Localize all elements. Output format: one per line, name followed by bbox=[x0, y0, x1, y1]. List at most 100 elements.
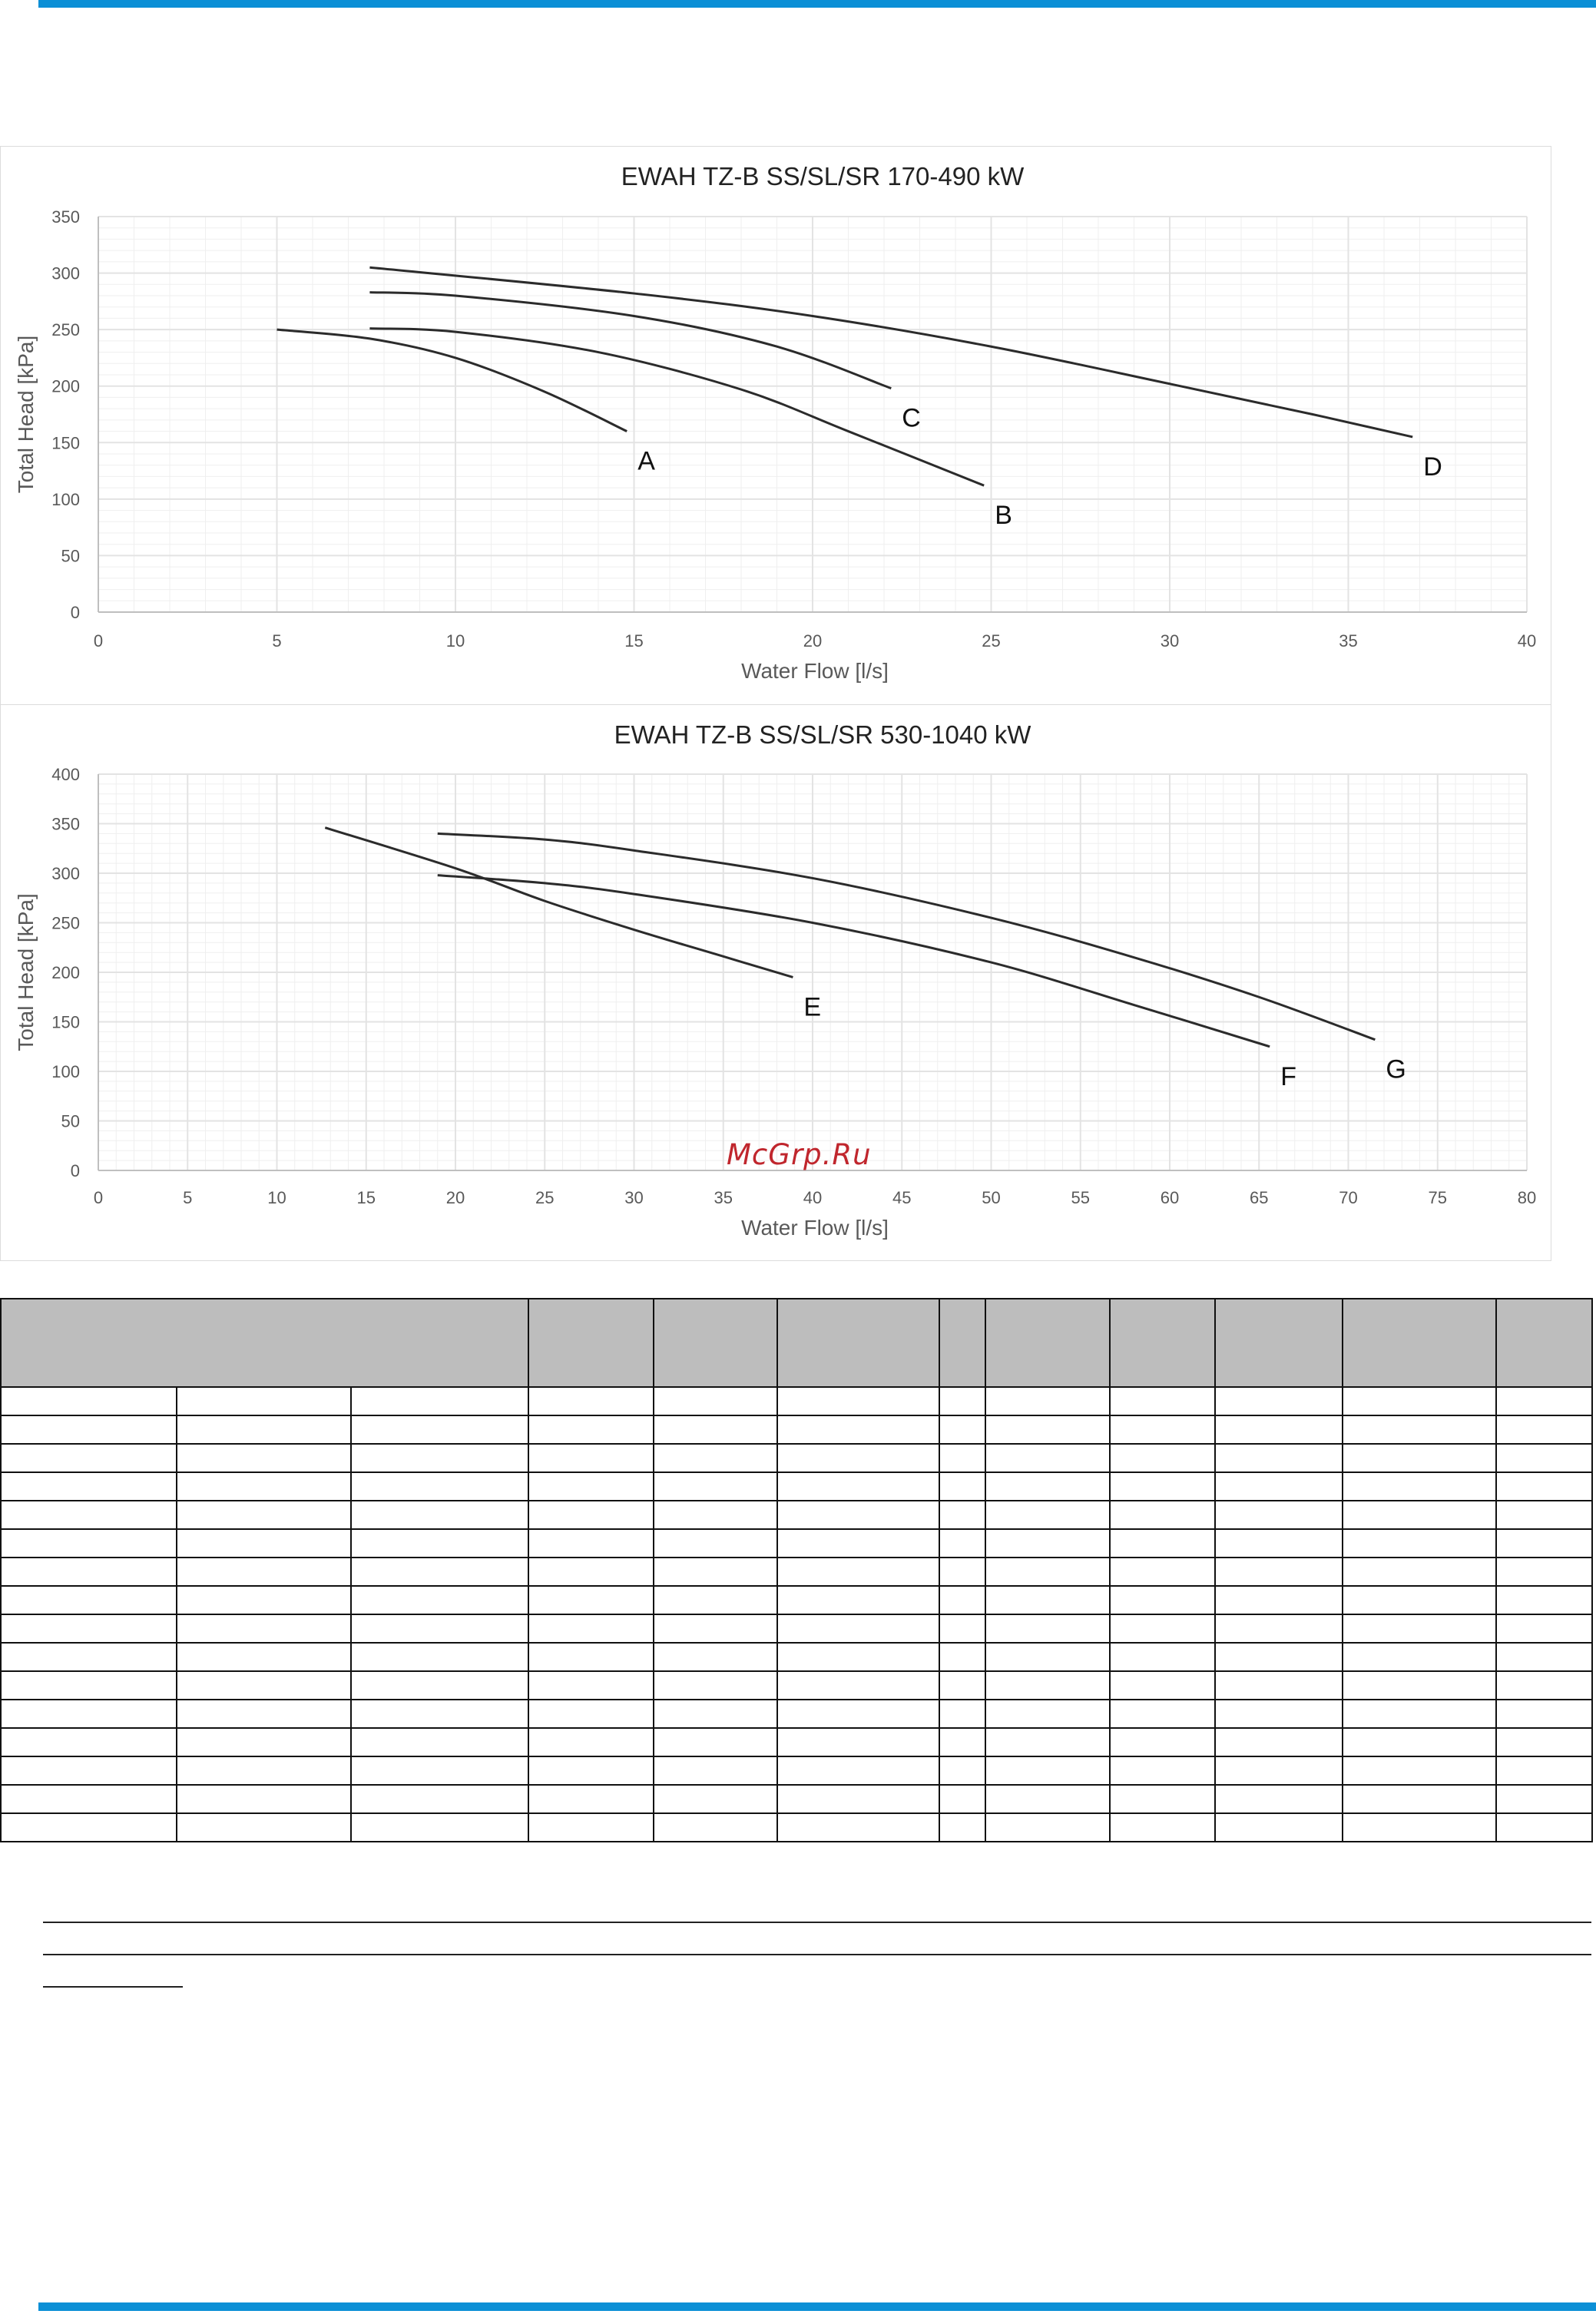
table-cell bbox=[176, 1471, 352, 1501]
table-row bbox=[0, 1784, 1594, 1814]
table-cell bbox=[1342, 1756, 1498, 1786]
table-cell bbox=[1342, 1443, 1498, 1473]
table-cell bbox=[349, 1784, 530, 1814]
y-tick-label: 200 bbox=[51, 963, 80, 982]
table-cell bbox=[1214, 1784, 1344, 1814]
table-cell bbox=[528, 1727, 655, 1757]
x-tick-label: 20 bbox=[803, 631, 822, 651]
table-cell bbox=[653, 1642, 779, 1672]
table-cell bbox=[1214, 1386, 1344, 1416]
table-cell bbox=[939, 1557, 987, 1587]
table-cell bbox=[349, 1642, 530, 1672]
table-cell bbox=[776, 1557, 941, 1587]
table-cell bbox=[1342, 1557, 1498, 1587]
table-cell bbox=[528, 1415, 655, 1445]
table-cell bbox=[985, 1585, 1111, 1615]
table-cell bbox=[776, 1443, 941, 1473]
table-cell bbox=[528, 1670, 655, 1700]
table-cell bbox=[176, 1528, 352, 1558]
table-row bbox=[0, 1443, 1594, 1473]
x-tick-label: 40 bbox=[1518, 631, 1536, 651]
x-tick-label: 25 bbox=[535, 1188, 554, 1207]
table-cell bbox=[776, 1699, 941, 1729]
table-cell bbox=[939, 1784, 987, 1814]
table-cell bbox=[1495, 1443, 1594, 1473]
table-cell bbox=[1495, 1727, 1594, 1757]
table-cell bbox=[939, 1500, 987, 1530]
table-cell bbox=[1495, 1415, 1594, 1445]
table-cell bbox=[176, 1614, 352, 1644]
series-line-F bbox=[437, 874, 1270, 1048]
table-cell bbox=[776, 1727, 941, 1757]
x-tick-label: 35 bbox=[1339, 631, 1357, 651]
table-cell bbox=[1214, 1642, 1344, 1672]
table-cell bbox=[939, 1670, 987, 1700]
table-cell bbox=[653, 1557, 779, 1587]
table-cell bbox=[1495, 1812, 1594, 1842]
table-cell bbox=[1109, 1528, 1217, 1558]
table-cell bbox=[349, 1471, 530, 1501]
table-cell bbox=[1342, 1500, 1498, 1530]
table-cell bbox=[653, 1812, 779, 1842]
table-cell bbox=[776, 1386, 941, 1416]
table-cell bbox=[776, 1500, 941, 1530]
table-row bbox=[0, 1585, 1594, 1615]
table-cell bbox=[0, 1699, 177, 1729]
table-cell bbox=[653, 1528, 779, 1558]
spec-table-header-cell bbox=[939, 1298, 987, 1388]
table-cell bbox=[528, 1386, 655, 1416]
table-cell bbox=[985, 1443, 1111, 1473]
table-cell bbox=[528, 1756, 655, 1786]
table-cell bbox=[1342, 1699, 1498, 1729]
y-tick-label: 250 bbox=[51, 320, 80, 339]
table-cell bbox=[349, 1614, 530, 1644]
table-cell bbox=[528, 1500, 655, 1530]
y-tick-label: 150 bbox=[51, 1013, 80, 1032]
table-cell bbox=[1495, 1386, 1594, 1416]
note-line bbox=[43, 1922, 1591, 1923]
x-tick-label: 10 bbox=[446, 631, 465, 651]
table-cell bbox=[1342, 1386, 1498, 1416]
table-cell bbox=[1495, 1699, 1594, 1729]
table-cell bbox=[528, 1443, 655, 1473]
spec-table bbox=[0, 1298, 1594, 1842]
table-cell bbox=[1495, 1614, 1594, 1644]
table-cell bbox=[176, 1756, 352, 1786]
table-cell bbox=[939, 1756, 987, 1786]
table-cell bbox=[0, 1727, 177, 1757]
x-tick-label: 80 bbox=[1518, 1188, 1536, 1207]
table-cell bbox=[985, 1784, 1111, 1814]
table-cell bbox=[0, 1642, 177, 1672]
table-cell bbox=[653, 1727, 779, 1757]
y-tick-label: 200 bbox=[51, 377, 80, 396]
table-cell bbox=[1495, 1642, 1594, 1672]
table-row bbox=[0, 1642, 1594, 1672]
table-cell bbox=[349, 1500, 530, 1530]
x-tick-label: 10 bbox=[267, 1188, 286, 1207]
series-label-G: G bbox=[1386, 1055, 1406, 1084]
spec-table-header-cell bbox=[1342, 1298, 1498, 1388]
series-label-D: D bbox=[1423, 452, 1442, 482]
spec-table-header-cell bbox=[1214, 1298, 1344, 1388]
table-cell bbox=[528, 1471, 655, 1501]
table-cell bbox=[176, 1670, 352, 1700]
table-cell bbox=[1342, 1727, 1498, 1757]
x-axis-label: Water Flow [l/s] bbox=[741, 659, 889, 683]
table-cell bbox=[776, 1812, 941, 1842]
y-tick-label: 50 bbox=[61, 1112, 80, 1131]
table-cell bbox=[939, 1699, 987, 1729]
series-line-D bbox=[369, 266, 1413, 439]
x-tick-label: 25 bbox=[982, 631, 1000, 651]
table-cell bbox=[1214, 1443, 1344, 1473]
table-cell bbox=[528, 1812, 655, 1842]
table-cell bbox=[1214, 1699, 1344, 1729]
pump-curve-chart-170-490: 0 5 10 15 20 25 30 35 40 0 50 100 150 200 250 300 350 EWA… bbox=[0, 146, 1551, 705]
table-cell bbox=[653, 1784, 779, 1814]
x-tick-label: 60 bbox=[1161, 1188, 1179, 1207]
table-cell bbox=[653, 1699, 779, 1729]
table-cell bbox=[528, 1642, 655, 1672]
table-cell bbox=[0, 1500, 177, 1530]
table-cell bbox=[653, 1614, 779, 1644]
table-cell bbox=[1109, 1614, 1217, 1644]
table-cell bbox=[776, 1471, 941, 1501]
